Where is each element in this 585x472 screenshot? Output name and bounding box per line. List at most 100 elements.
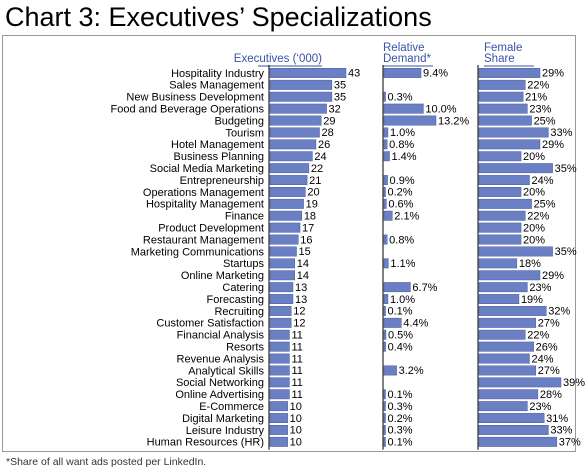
bar bbox=[478, 341, 534, 352]
category-label: Product Development bbox=[158, 222, 264, 234]
data-label: 13 bbox=[295, 294, 307, 306]
bar bbox=[269, 139, 317, 150]
bar bbox=[383, 175, 388, 186]
bar bbox=[478, 151, 522, 162]
category-label: Hotel Management bbox=[171, 139, 264, 151]
bar bbox=[478, 329, 526, 340]
bar bbox=[269, 187, 306, 197]
data-label: 20 bbox=[307, 187, 319, 199]
bar bbox=[478, 270, 541, 281]
data-label: 0.9% bbox=[390, 175, 415, 187]
category-label: Digital Marketing bbox=[182, 413, 264, 425]
data-label: 0.3% bbox=[388, 91, 413, 103]
bar bbox=[269, 222, 301, 233]
data-label: 25% bbox=[534, 199, 556, 211]
data-label: 23% bbox=[529, 401, 551, 413]
category-label: New Business Development bbox=[126, 92, 264, 104]
data-label: 18 bbox=[304, 210, 316, 222]
bar bbox=[383, 389, 386, 400]
data-label: 28 bbox=[321, 127, 333, 139]
data-label: 1.1% bbox=[390, 258, 415, 270]
data-label: 0.1% bbox=[388, 306, 413, 318]
bar bbox=[478, 258, 518, 269]
category-label: Social Networking bbox=[176, 377, 264, 389]
data-label: 35% bbox=[555, 246, 577, 258]
data-label: 11 bbox=[291, 329, 302, 341]
data-label: 10 bbox=[290, 413, 302, 425]
data-label: 0.2% bbox=[388, 413, 413, 425]
bar bbox=[383, 91, 386, 102]
bar bbox=[383, 187, 386, 197]
bar bbox=[383, 425, 386, 435]
data-label: 1.4% bbox=[392, 151, 417, 163]
category-label: Budgeting bbox=[214, 115, 264, 127]
bar bbox=[383, 127, 389, 138]
category-label: Food and Beverage Operations bbox=[111, 103, 265, 115]
data-label: 2.1% bbox=[394, 210, 419, 222]
series-header: Female bbox=[484, 42, 522, 54]
category-label: Financial Analysis bbox=[177, 330, 265, 342]
bar bbox=[478, 198, 532, 209]
data-label: 39% bbox=[563, 377, 585, 389]
data-label: 22 bbox=[311, 163, 323, 175]
data-label: 10 bbox=[290, 437, 302, 449]
bar bbox=[478, 103, 528, 114]
data-label: 35 bbox=[334, 91, 346, 103]
data-label: 0.3% bbox=[388, 425, 413, 437]
data-label: 0.4% bbox=[388, 341, 413, 353]
category-label: Finance bbox=[225, 211, 264, 223]
category-label: Analytical Skills bbox=[188, 365, 264, 377]
bar bbox=[383, 341, 386, 352]
data-label: 33% bbox=[550, 127, 572, 139]
data-label: 0.6% bbox=[388, 199, 413, 211]
data-label: 1.0% bbox=[390, 294, 415, 306]
bar bbox=[478, 317, 537, 328]
data-label: 22% bbox=[527, 80, 549, 92]
data-label: 12 bbox=[293, 318, 305, 330]
bar bbox=[383, 317, 402, 328]
bar bbox=[478, 163, 553, 174]
data-label: 19 bbox=[306, 199, 318, 211]
data-label: 13 bbox=[295, 282, 307, 294]
chart-frame bbox=[2, 35, 576, 452]
data-label: 29% bbox=[542, 68, 564, 80]
data-label: 9.4% bbox=[423, 68, 448, 80]
data-label: 0.5% bbox=[388, 329, 413, 341]
data-label: 27% bbox=[538, 318, 560, 330]
data-label: 4.4% bbox=[403, 318, 428, 330]
bar bbox=[478, 282, 528, 293]
bar bbox=[269, 79, 333, 90]
data-label: 32 bbox=[329, 103, 341, 115]
data-label: 43 bbox=[348, 68, 360, 80]
category-label: Tourism bbox=[225, 127, 264, 139]
bar bbox=[269, 151, 313, 162]
bar bbox=[383, 365, 397, 376]
category-label: Recruiting bbox=[214, 306, 264, 318]
bar bbox=[269, 115, 322, 126]
bar bbox=[269, 294, 294, 305]
data-label: 22% bbox=[527, 210, 549, 222]
data-label: 37% bbox=[559, 437, 581, 449]
category-label: Leisure Industry bbox=[186, 425, 265, 437]
bar bbox=[478, 175, 530, 186]
data-label: 29% bbox=[542, 139, 564, 151]
category-label: Hospitality Industry bbox=[171, 68, 264, 80]
data-label: 25% bbox=[534, 115, 556, 127]
data-label: 31% bbox=[546, 413, 568, 425]
data-label: 17 bbox=[302, 222, 314, 234]
bar bbox=[269, 258, 295, 269]
bar bbox=[478, 187, 522, 197]
bar bbox=[269, 246, 297, 257]
bar bbox=[478, 401, 528, 412]
category-label: Hospitality Management bbox=[146, 199, 264, 211]
data-label: 29 bbox=[323, 115, 335, 127]
series-header: Executives (‘000) bbox=[234, 53, 322, 65]
bar bbox=[383, 68, 422, 78]
data-label: 0.1% bbox=[388, 437, 413, 449]
data-label: 15 bbox=[299, 246, 311, 258]
category-label: Revenue Analysis bbox=[177, 353, 265, 365]
bar bbox=[478, 246, 553, 257]
bar bbox=[383, 329, 387, 340]
data-label: 11 bbox=[291, 377, 302, 389]
